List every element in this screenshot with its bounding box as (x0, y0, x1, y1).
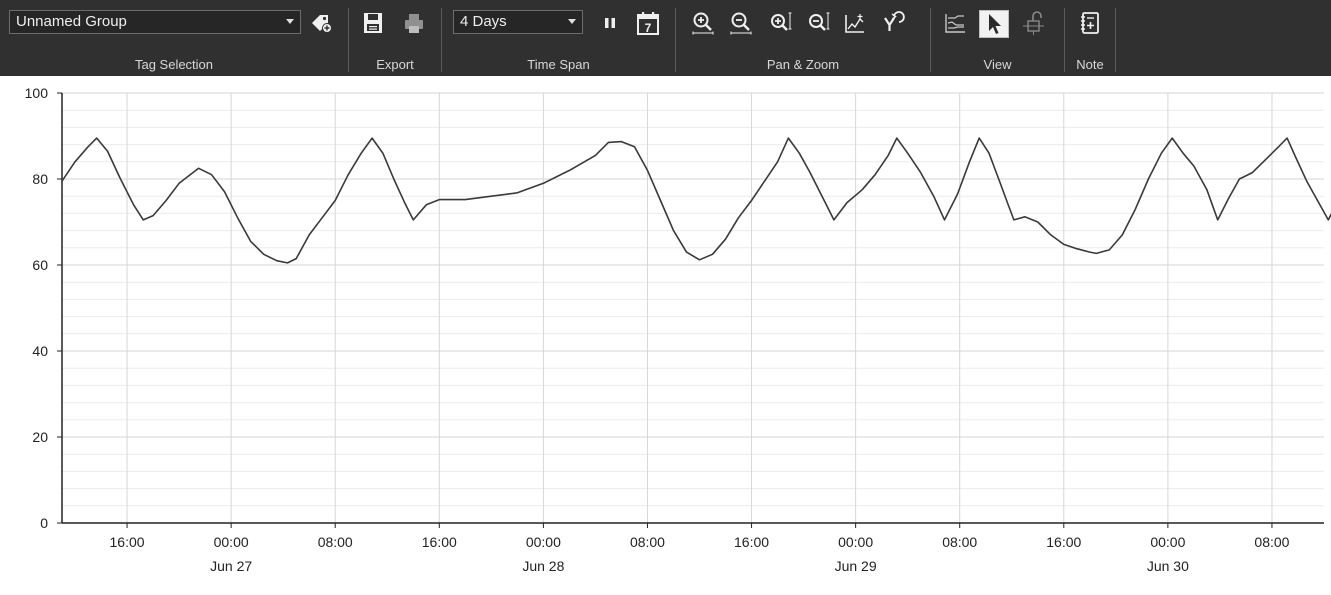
x-date-label: Jun 28 (522, 558, 564, 574)
lock-icon (1023, 11, 1044, 35)
tag-icon (312, 15, 332, 33)
toolbar-separator (348, 8, 349, 72)
zoom-in-button[interactable] (690, 9, 716, 37)
add-note-icon (1081, 12, 1099, 34)
minor-gridlines (62, 109, 1324, 507)
chevron-down-icon (286, 19, 294, 24)
add-note-button[interactable] (1077, 9, 1103, 37)
y-tick-label: 100 (25, 85, 49, 101)
zoom-out-y-icon (809, 12, 830, 31)
x-tick-label: 00:00 (526, 534, 561, 550)
multi-axis-button[interactable] (942, 9, 968, 37)
zoom-in-icon (692, 12, 714, 35)
zoom-in-y-icon (771, 12, 792, 31)
pan-zoom-group: Pan & Zoom (676, 0, 930, 76)
save-button[interactable] (360, 9, 386, 37)
zoom-reset-button[interactable] (880, 9, 906, 37)
export-group: Export (349, 0, 441, 76)
toolbar-separator (930, 8, 931, 72)
ribbon-toolbar: Unnamed Group Tag Selection (0, 0, 1331, 76)
zoom-out-icon (730, 12, 752, 35)
toolbar-separator (1115, 8, 1116, 72)
x-tick-label: 08:00 (630, 534, 665, 550)
pause-icon (605, 18, 615, 28)
x-tick-label: 16:00 (110, 534, 145, 550)
y-tick-label: 80 (32, 171, 48, 187)
tag-button[interactable] (308, 9, 334, 37)
time-span-value: 4 Days (460, 13, 507, 30)
note-label: Note (1076, 57, 1104, 72)
zoom-fit-icon (845, 14, 864, 33)
lock-button[interactable] (1020, 9, 1046, 37)
view-label: View (983, 57, 1012, 72)
major-gridlines (62, 92, 1324, 523)
x-tick-label: 00:00 (214, 534, 249, 550)
time-span-select[interactable]: 4 Days (453, 10, 583, 34)
x-tick-label: 16:00 (1046, 534, 1081, 550)
tag-selection-group: Unnamed Group Tag Selection (0, 0, 348, 76)
y-tick-label: 20 (32, 429, 48, 445)
x-tick-label: 16:00 (734, 534, 769, 550)
x-tick-label: 00:00 (1150, 534, 1185, 550)
x-date-label: Jun 27 (210, 558, 252, 574)
toolbar-separator (1064, 8, 1065, 72)
zoom-out-y-button[interactable] (806, 9, 832, 37)
multi-axis-icon (945, 14, 965, 33)
zoom-in-y-button[interactable] (768, 9, 794, 37)
toolbar-separator (675, 8, 676, 72)
zoom-reset-icon (884, 11, 905, 31)
y-tick-label: 60 (32, 257, 48, 273)
group-select[interactable]: Unnamed Group (9, 10, 301, 34)
pan-zoom-label: Pan & Zoom (766, 57, 840, 72)
zoom-fit-button[interactable] (842, 9, 868, 37)
y-axis: 0 20 40 60 80 100 (25, 85, 63, 531)
print-icon (405, 14, 423, 33)
select-pointer-button[interactable] (979, 10, 1009, 38)
calendar-day: 7 (645, 21, 652, 35)
x-tick-label: 08:00 (318, 534, 353, 550)
time-span-label: Time Span (527, 57, 590, 72)
x-axis: 16:00 00:00 08:00 16:00 00:00 08:00 16:00 00:00… (62, 522, 1324, 574)
time-span-group: 4 Days 7 Time Span (442, 0, 675, 76)
x-date-label: Jun 30 (1147, 558, 1189, 574)
select-pointer-icon (989, 14, 1001, 34)
save-icon (364, 13, 382, 33)
y-tick-label: 0 (40, 515, 48, 531)
x-tick-label: 08:00 (1254, 534, 1289, 550)
y-tick-label: 40 (32, 343, 48, 359)
x-tick-label: 00:00 (838, 534, 873, 550)
series-line (61, 137, 1331, 264)
view-group: View (931, 0, 1064, 76)
export-label: Export (376, 57, 414, 72)
tag-selection-label: Tag Selection (134, 57, 214, 72)
x-date-label: Jun 29 (835, 558, 877, 574)
x-tick-label: 08:00 (942, 534, 977, 550)
group-select-value: Unnamed Group (16, 13, 127, 30)
series-layer (61, 137, 1331, 264)
print-button[interactable] (401, 9, 427, 37)
zoom-out-button[interactable] (728, 9, 754, 37)
trend-chart[interactable]: 0 20 40 60 80 100 16:00 00:00 08:00 16:00 00:00 08… (0, 78, 1331, 595)
toolbar-separator (441, 8, 442, 72)
calendar-button[interactable]: 7 (635, 9, 661, 37)
chevron-down-icon (568, 19, 576, 24)
pause-button[interactable] (597, 9, 623, 37)
calendar-icon: 7 (637, 12, 659, 35)
note-group: Note (1065, 0, 1115, 76)
x-tick-label: 16:00 (422, 534, 457, 550)
